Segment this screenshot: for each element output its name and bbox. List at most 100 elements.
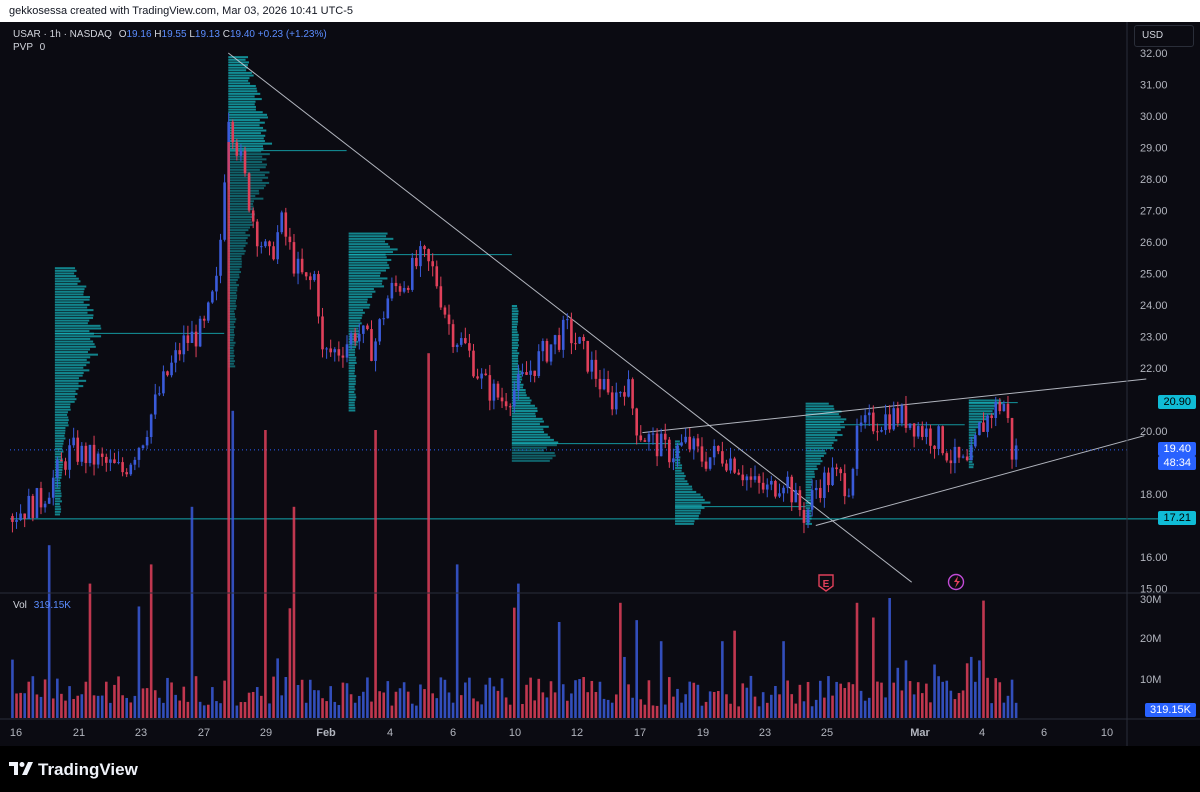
volume-bar bbox=[1002, 702, 1006, 718]
volume-profile-row bbox=[511, 331, 518, 334]
candle bbox=[639, 435, 643, 441]
earnings-badge[interactable] bbox=[818, 574, 834, 592]
volume-profile-row bbox=[54, 416, 69, 419]
candle bbox=[459, 338, 463, 345]
volume-profile-row bbox=[228, 323, 235, 326]
volume-bar bbox=[292, 506, 296, 718]
indicator-name[interactable]: PVP bbox=[13, 42, 33, 53]
candle bbox=[296, 258, 300, 274]
volume-profile-row bbox=[54, 390, 76, 393]
volume-bar bbox=[827, 676, 830, 718]
candle bbox=[133, 459, 137, 465]
volume-bar bbox=[162, 702, 165, 718]
volume-profile-row bbox=[805, 454, 824, 457]
volume-profile-row bbox=[511, 339, 519, 342]
volume-label[interactable]: Vol bbox=[13, 600, 27, 611]
volume-profile-row bbox=[54, 440, 64, 443]
volume-profile-row bbox=[228, 84, 256, 87]
volume-profile-row bbox=[228, 281, 237, 284]
high-label: H bbox=[154, 29, 162, 40]
candle bbox=[863, 415, 867, 423]
volume-profile-row bbox=[511, 310, 519, 313]
time-tick-label: 6 bbox=[450, 727, 456, 739]
candle bbox=[798, 490, 802, 511]
volume-profile-row bbox=[228, 331, 235, 334]
candle bbox=[733, 458, 736, 473]
volume-profile-row bbox=[228, 105, 256, 108]
volume-profile-row bbox=[348, 338, 357, 341]
volume-profile-row bbox=[348, 303, 371, 306]
volume-bar bbox=[198, 701, 202, 718]
volume-profile-row bbox=[348, 377, 356, 380]
price-chart[interactable]: 32.00 31.00 30.00 29.00 28.00 27.00 26.00 25.00… bbox=[0, 22, 1200, 746]
volume-profile-row bbox=[54, 269, 77, 272]
volume-profile-row bbox=[348, 372, 355, 375]
volume-profile-row bbox=[805, 431, 838, 434]
volume-profile-row bbox=[348, 232, 388, 235]
volume-profile-row bbox=[54, 497, 61, 500]
time-tick-label: 4 bbox=[979, 727, 985, 739]
volume-bar bbox=[374, 430, 377, 718]
candle bbox=[643, 440, 647, 442]
symbol-legend[interactable]: USAR · 1h · NASDAQ O19.16 H19.55 L19.13 … bbox=[13, 29, 327, 40]
symbol-name[interactable]: USAR · 1h · NASDAQ bbox=[13, 29, 112, 40]
brand-name: TradingView bbox=[38, 760, 138, 779]
indicator-legend[interactable]: PVP 0 bbox=[13, 42, 45, 53]
volume-bar bbox=[908, 681, 912, 718]
volume-bar bbox=[313, 690, 316, 718]
volume-bar bbox=[15, 693, 18, 718]
volume-bar bbox=[357, 695, 361, 718]
candle bbox=[76, 437, 80, 462]
volume-profile-row bbox=[54, 453, 62, 456]
volume-bar bbox=[794, 703, 798, 718]
volume-bar bbox=[492, 686, 496, 718]
volume-profile-row bbox=[805, 441, 834, 444]
candle bbox=[619, 392, 622, 394]
candle bbox=[982, 422, 985, 432]
candle bbox=[382, 318, 386, 320]
volume-profile-row bbox=[228, 360, 235, 363]
volume-profile-row bbox=[228, 223, 254, 226]
candle bbox=[749, 476, 753, 480]
volume-profile-row bbox=[511, 415, 536, 418]
volume-bar bbox=[394, 691, 398, 718]
candle bbox=[308, 276, 312, 281]
volume-profile-row bbox=[511, 368, 520, 371]
volume-profile-row bbox=[54, 513, 61, 516]
volume-profile-row bbox=[228, 278, 238, 281]
volume-profile-row bbox=[968, 426, 980, 429]
volume-bar bbox=[655, 705, 659, 718]
candle bbox=[394, 282, 398, 287]
volume-bar bbox=[590, 680, 594, 718]
volume-profile-row bbox=[228, 231, 246, 234]
volume-bar bbox=[96, 695, 100, 718]
volume-profile-row bbox=[228, 349, 235, 352]
price-tick-label: 27.00 bbox=[1140, 206, 1168, 218]
volume-bar bbox=[1010, 679, 1014, 718]
volume-profile-row bbox=[54, 280, 81, 283]
candle bbox=[692, 438, 696, 450]
price-tick-label: 24.00 bbox=[1140, 300, 1168, 312]
volume-bar bbox=[949, 690, 953, 718]
candle bbox=[994, 401, 998, 419]
volume-legend[interactable]: Vol 319.15K bbox=[13, 600, 71, 611]
candle bbox=[831, 467, 834, 486]
candle bbox=[206, 302, 210, 321]
currency-button[interactable]: USD bbox=[1134, 25, 1194, 47]
candle bbox=[884, 414, 887, 431]
volume-profile-row bbox=[511, 425, 549, 428]
volume-bar bbox=[190, 506, 194, 718]
candle bbox=[11, 516, 14, 522]
volume-bar bbox=[137, 606, 141, 718]
chart-area[interactable]: 32.00 31.00 30.00 29.00 28.00 27.00 26.00 25.00… bbox=[0, 22, 1200, 746]
volume-bar bbox=[814, 699, 818, 718]
volume-profile-row bbox=[511, 410, 538, 413]
candle bbox=[929, 428, 932, 446]
volume-bar bbox=[594, 691, 598, 718]
candle bbox=[84, 445, 88, 464]
volume-profile-row bbox=[228, 362, 234, 365]
volume-profile-row bbox=[511, 378, 523, 381]
candle bbox=[774, 480, 777, 497]
volume-profile-row bbox=[228, 242, 248, 245]
candle bbox=[145, 437, 149, 446]
